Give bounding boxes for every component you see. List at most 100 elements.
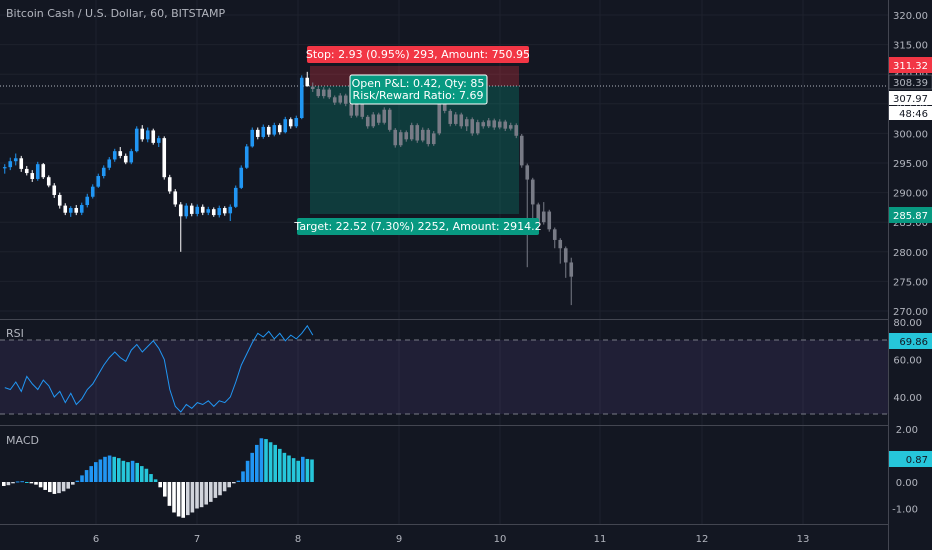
target-price-badge: 285.87 [889, 207, 932, 223]
future-candle-body [332, 97, 337, 103]
countdown-badge: 48:46 [889, 106, 932, 120]
future-candle-body [376, 114, 381, 123]
candle-body [255, 129, 260, 137]
target-label[interactable]: Target: 22.52 (7.30%) 2252, Amount: 2914… [293, 218, 542, 235]
future-candle-body [497, 121, 502, 128]
time-tick-label: 8 [295, 534, 301, 545]
future-candle-body [448, 110, 453, 124]
pnl-label[interactable]: Open P&L: 0.42, Qty: 85 Risk/Reward Rati… [349, 74, 488, 105]
macd-bar [291, 458, 296, 482]
price-tick-label: 280.00 [893, 248, 928, 259]
future-candle-body [552, 229, 557, 240]
rsi-tick-label: 80.00 [893, 318, 922, 329]
macd-bar [209, 482, 213, 502]
candle-body [35, 164, 40, 179]
candle-body [294, 118, 299, 127]
price-tick-label: 290.00 [893, 189, 928, 200]
macd-pane-label: MACD [6, 434, 39, 447]
reward-zone[interactable] [310, 86, 519, 214]
macd-bar [38, 482, 43, 488]
future-candle-body [486, 120, 491, 127]
rsi-line [4, 324, 314, 413]
candle-body [19, 158, 24, 169]
target-price-badge-text: 285.87 [893, 211, 928, 222]
time-tick-label: 7 [194, 534, 200, 545]
future-candle-body [420, 129, 425, 141]
macd-bar [218, 482, 222, 496]
macd-bar [176, 482, 181, 517]
candle-body [140, 128, 145, 140]
future-candle-body [519, 135, 524, 166]
candle-body [277, 125, 282, 133]
rsi-pane [4, 324, 314, 413]
macd-bar [245, 460, 250, 482]
future-candle-body [508, 125, 513, 129]
future-candle-body [563, 248, 568, 263]
future-candle-body [431, 133, 436, 145]
future-candle-body [525, 165, 530, 180]
macd-bar [117, 458, 121, 482]
candle-body [244, 146, 249, 168]
macd-axis: 2.00 0.00 -1.00 [892, 425, 918, 516]
macd-bar [172, 482, 176, 513]
rsi-pane-label: RSI [6, 327, 24, 340]
macd-bar [186, 482, 190, 516]
future-candle-body [393, 129, 398, 146]
rsi-tick-label: 60.00 [893, 356, 922, 367]
future-candle-body [415, 125, 420, 141]
macd-bar [15, 481, 20, 483]
candle-body [228, 206, 233, 214]
candle-body [90, 186, 95, 197]
candle-body [52, 185, 57, 195]
target-label-text: Target: 22.52 (7.30%) 2252, Amount: 2914… [293, 220, 541, 233]
time-axis[interactable]: 6 7 8 9 10 11 12 13 [93, 534, 810, 545]
chart-title: Bitcoin Cash / U.S. Dollar, 60, BITSTAMP [6, 7, 225, 20]
macd-bar [241, 471, 245, 482]
future-candle-body [547, 211, 552, 230]
future-candle-body [409, 125, 414, 140]
price-tick-label: 270.00 [893, 307, 928, 318]
future-candle-body [343, 95, 348, 104]
macd-bar [296, 460, 300, 482]
future-candle-body [382, 109, 387, 123]
rsi-axis: 80.00 60.00 40.00 [893, 318, 922, 404]
future-candle-body [404, 132, 409, 140]
macd-bar [57, 482, 61, 494]
macd-bar [190, 482, 195, 513]
macd-bar [61, 482, 66, 492]
macd-tick-label: 2.00 [896, 425, 918, 436]
macd-bar [103, 456, 107, 482]
future-candle-body [481, 122, 486, 127]
last-price-badge: 307.97 [889, 91, 932, 105]
future-candle-body [470, 119, 475, 134]
future-candle-body [459, 114, 464, 127]
macd-bar [167, 482, 172, 506]
rsi-value-badge-text: 69.86 [899, 337, 928, 348]
entry-price-badge-text: 308.39 [893, 78, 928, 89]
candle-body [200, 206, 205, 213]
candle-body [167, 177, 172, 192]
future-candle-body [453, 114, 458, 124]
rr-label-text: Risk/Reward Ratio: 7.69 [353, 89, 484, 102]
stop-label-bg [307, 46, 529, 63]
macd-bar [94, 462, 98, 482]
future-candle-body [514, 125, 519, 136]
future-candle-body [558, 239, 563, 249]
rsi-band [0, 340, 888, 414]
macd-bar [195, 482, 199, 509]
macd-bar [222, 482, 227, 492]
stop-label-text: Stop: 2.93 (0.95%) 293, Amount: 750.95 [306, 48, 530, 61]
macd-bar [310, 459, 314, 482]
candle-body [2, 167, 7, 169]
macd-bar [11, 482, 15, 484]
macd-bar [29, 482, 34, 484]
candle-body [8, 161, 13, 168]
macd-bar [6, 482, 11, 486]
candle-body [118, 151, 123, 156]
stop-price-badge: 311.32 [889, 57, 932, 73]
macd-value-badge: 0.87 [889, 451, 932, 467]
stop-label[interactable]: Stop: 2.93 (0.95%) 293, Amount: 750.95 [306, 46, 530, 63]
candle-body [173, 191, 178, 205]
candle-body [283, 119, 288, 133]
macd-bar [107, 455, 112, 482]
